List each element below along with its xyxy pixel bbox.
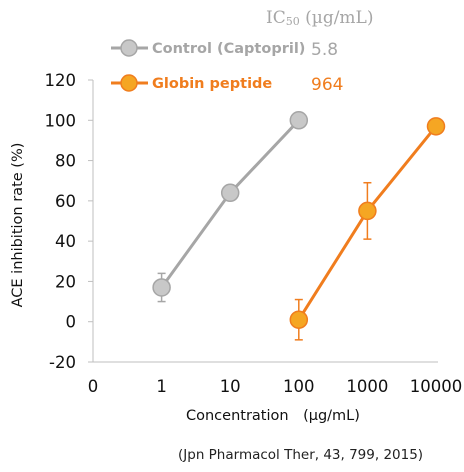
legend-entry-0: Control (Captopril) 5.8: [111, 39, 338, 60]
series-1: [289, 117, 446, 341]
y-tick-label: 40: [55, 232, 76, 251]
source-citation: (Jpn Pharmacol Ther, 43, 799, 2015): [178, 447, 424, 463]
y-tick-label: 80: [55, 152, 76, 171]
legend-marker: [120, 39, 138, 57]
data-point: [289, 111, 309, 130]
x-axis-title: Concentration (µg/mL): [186, 408, 360, 424]
x-tick-label: 10: [220, 377, 241, 396]
x-tick-label: 10000: [410, 377, 463, 396]
data-point: [289, 310, 309, 329]
legend-label: Control (Captopril): [152, 41, 305, 57]
y-tick-label: -20: [49, 353, 76, 372]
legend-marker: [120, 74, 138, 92]
y-tick-label: 100: [45, 111, 77, 130]
y-tick-label: 120: [45, 71, 77, 90]
x-tick-label: 100: [283, 377, 315, 396]
y-tick-label: 20: [55, 272, 76, 291]
x-tick-label: 0: [88, 377, 99, 396]
series-0: [152, 111, 309, 303]
ic50-unit: (µg/mL): [299, 8, 374, 28]
data-point: [358, 201, 377, 221]
legend-entry-1: Globin peptide 964: [111, 74, 343, 95]
y-tick-label: 0: [66, 313, 77, 332]
x-tick-label: 1: [156, 377, 167, 396]
y-axis-title: ACE inhibition rate (%): [10, 143, 26, 308]
ic50-subscript: 50: [285, 15, 300, 28]
x-tick-label: 1000: [346, 377, 388, 396]
data-point: [220, 183, 240, 203]
series-line: [160, 119, 300, 289]
legend-ic50-value: 5.8: [311, 40, 338, 60]
legend-ic50-value: 964: [311, 75, 343, 95]
ic50-header: IC50 (µg/mL): [266, 8, 373, 28]
data-point: [426, 117, 446, 136]
ic50-label: IC: [266, 8, 286, 28]
data-point: [152, 278, 171, 297]
legend-label: Globin peptide: [152, 76, 272, 92]
y-tick-label: 60: [55, 192, 76, 211]
